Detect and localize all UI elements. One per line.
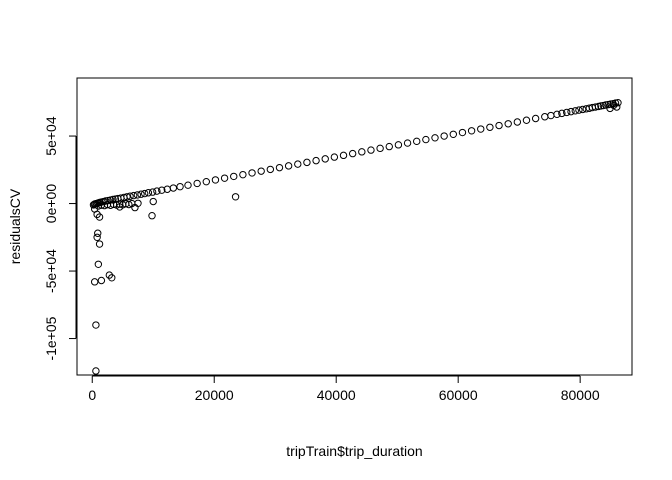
data-point bbox=[248, 169, 256, 177]
data-point bbox=[541, 113, 549, 121]
data-point bbox=[531, 114, 540, 123]
data-point bbox=[422, 135, 430, 144]
data-point bbox=[367, 146, 375, 154]
data-point bbox=[440, 132, 448, 140]
data-point bbox=[403, 139, 412, 147]
y-axis: -1e+05 -5e+04 0e+00 5e+04 bbox=[43, 116, 77, 361]
data-point bbox=[606, 104, 614, 113]
data-point bbox=[153, 187, 161, 195]
data-point bbox=[97, 276, 106, 285]
data-point bbox=[93, 233, 101, 242]
data-point bbox=[149, 197, 157, 206]
data-point bbox=[358, 148, 366, 156]
data-points bbox=[89, 99, 622, 375]
data-point bbox=[95, 213, 104, 221]
data-point bbox=[202, 177, 210, 186]
data-point bbox=[284, 162, 293, 170]
data-point bbox=[563, 108, 571, 117]
data-point bbox=[193, 179, 201, 188]
data-point bbox=[578, 105, 587, 114]
data-point bbox=[486, 123, 494, 131]
data-point bbox=[105, 271, 114, 279]
data-point bbox=[467, 127, 476, 135]
data-point bbox=[567, 107, 575, 116]
data-point bbox=[220, 174, 229, 182]
x-axis-label: tripTrain$trip_duration bbox=[286, 443, 422, 459]
y-tick-label: 5e+04 bbox=[43, 116, 59, 156]
data-point bbox=[137, 190, 145, 198]
x-tick-label: 20000 bbox=[195, 387, 234, 403]
data-point bbox=[95, 240, 104, 248]
data-point bbox=[571, 107, 579, 115]
data-point bbox=[131, 203, 139, 212]
data-point bbox=[126, 192, 134, 200]
data-point bbox=[504, 120, 512, 128]
data-point bbox=[522, 116, 531, 124]
data-point bbox=[477, 125, 485, 133]
x-tick-label: 60000 bbox=[439, 387, 478, 403]
data-point bbox=[558, 109, 566, 118]
data-point bbox=[495, 121, 503, 130]
data-point bbox=[94, 260, 103, 268]
data-point bbox=[413, 137, 421, 146]
data-point bbox=[312, 156, 320, 165]
data-point bbox=[376, 144, 384, 153]
data-point bbox=[611, 99, 620, 107]
data-point bbox=[230, 172, 238, 181]
data-point bbox=[184, 181, 192, 189]
data-point bbox=[92, 367, 100, 375]
data-point bbox=[591, 103, 600, 111]
data-point bbox=[169, 184, 178, 192]
data-point bbox=[449, 130, 458, 138]
y-tick-label: 0e+00 bbox=[43, 184, 59, 224]
data-point bbox=[294, 160, 302, 168]
data-point bbox=[123, 193, 131, 201]
data-point bbox=[266, 165, 275, 174]
y-axis-label: residualsCV bbox=[7, 188, 23, 264]
data-point bbox=[257, 167, 265, 175]
data-point bbox=[339, 151, 348, 160]
data-point bbox=[125, 200, 133, 209]
x-axis: 0 20000 40000 60000 80000 bbox=[88, 375, 600, 403]
data-point bbox=[231, 193, 240, 201]
data-point bbox=[115, 203, 124, 211]
data-point bbox=[158, 186, 166, 194]
data-point bbox=[321, 155, 329, 163]
data-point bbox=[92, 321, 100, 329]
x-tick-label: 80000 bbox=[561, 387, 600, 403]
data-point bbox=[431, 134, 439, 142]
data-point bbox=[330, 153, 339, 161]
data-point bbox=[385, 142, 393, 151]
y-tick-label: -5e+04 bbox=[43, 249, 59, 293]
data-point bbox=[458, 128, 467, 137]
data-point bbox=[348, 149, 357, 158]
data-point bbox=[303, 158, 311, 167]
data-point bbox=[513, 118, 522, 126]
data-point bbox=[597, 102, 605, 110]
data-point bbox=[176, 182, 184, 191]
data-point bbox=[547, 111, 555, 120]
data-point bbox=[575, 106, 583, 114]
data-point bbox=[148, 212, 156, 220]
data-point bbox=[90, 278, 99, 286]
plot-box bbox=[76, 77, 633, 376]
data-point bbox=[553, 110, 561, 119]
data-point bbox=[133, 191, 142, 199]
data-point bbox=[614, 99, 622, 107]
data-point bbox=[394, 141, 403, 149]
data-point bbox=[144, 189, 153, 197]
data-point bbox=[275, 163, 284, 172]
data-point bbox=[101, 197, 110, 205]
y-tick-label: -1e+05 bbox=[43, 316, 59, 360]
data-point bbox=[148, 188, 157, 196]
data-point bbox=[140, 189, 149, 198]
data-point bbox=[130, 191, 138, 200]
data-point bbox=[239, 170, 247, 179]
x-tick-label: 0 bbox=[88, 387, 96, 403]
x-tick-label: 40000 bbox=[317, 387, 356, 403]
data-point bbox=[211, 176, 220, 184]
data-point bbox=[94, 229, 102, 237]
